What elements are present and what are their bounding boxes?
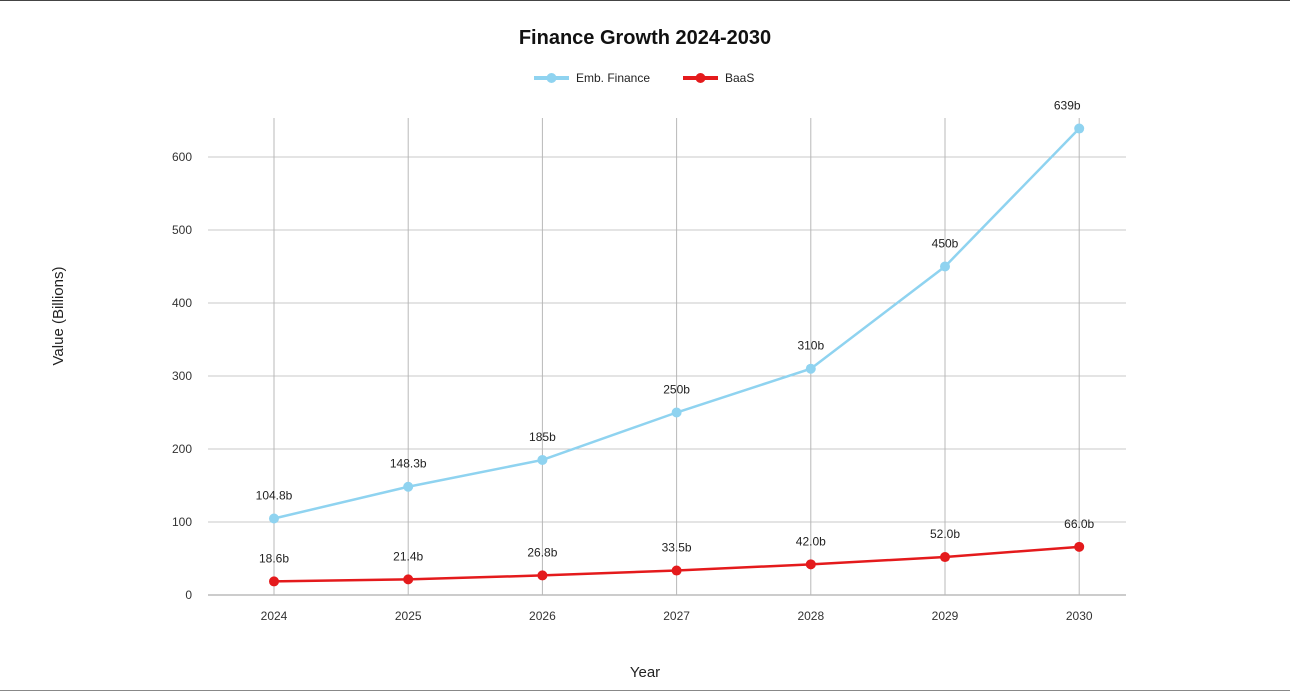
data-point — [269, 513, 279, 524]
data-label: 310b — [797, 339, 824, 353]
y-tick-label: 500 — [172, 223, 192, 237]
data-label: 21.4b — [393, 549, 423, 563]
data-point — [403, 481, 414, 492]
y-tick-label: 200 — [172, 442, 192, 456]
legend-swatch-marker — [695, 73, 706, 83]
series-emb-finance: 104.8b 148.3b 185b 250b 310b 450b 639b — [256, 99, 1085, 524]
x-tick-label: 2027 — [663, 609, 690, 623]
grid: 0 100 200 300 400 500 600 2024 2025 2026 2027 2028 2… — [172, 118, 1126, 623]
y-tick-label: 600 — [172, 150, 192, 164]
legend-label: Emb. Finance — [576, 71, 650, 85]
data-point — [403, 574, 414, 585]
bottom-border — [0, 690, 1290, 691]
data-point — [940, 261, 950, 272]
data-point — [805, 559, 816, 570]
data-point — [1074, 541, 1085, 552]
series-baas: 18.6b 21.4b 26.8b 33.5b 42.0b 52.0b 66.0b — [259, 517, 1095, 587]
data-label: 148.3b — [390, 457, 427, 471]
data-label: 250b — [663, 383, 690, 397]
top-border — [0, 0, 1290, 1]
legend-item: BaaS — [683, 71, 754, 85]
x-tick-label: 2028 — [797, 609, 824, 623]
y-tick-label: 400 — [172, 296, 192, 310]
data-label: 33.5b — [662, 541, 692, 555]
data-label: 185b — [529, 430, 556, 444]
data-label: 66.0b — [1064, 517, 1094, 531]
data-point — [805, 363, 816, 374]
chart-title: Finance Growth 2024-2030 — [519, 27, 771, 49]
data-label: 52.0b — [930, 527, 960, 541]
x-tick-label: 2025 — [395, 609, 422, 623]
data-point — [269, 576, 279, 587]
data-label: 42.0b — [796, 534, 826, 548]
y-axis-label: Value (Billions) — [50, 267, 67, 366]
data-point — [940, 552, 950, 563]
series-group: 104.8b 148.3b 185b 250b 310b 450b 639b 18.6b 21.… — [256, 99, 1095, 587]
data-label: 639b — [1054, 99, 1081, 113]
x-tick-label: 2030 — [1066, 609, 1093, 623]
y-tick-label: 300 — [172, 369, 192, 383]
y-tick-label: 100 — [172, 515, 192, 529]
data-label: 18.6b — [259, 551, 289, 565]
data-point — [671, 407, 682, 418]
data-point — [537, 570, 548, 581]
legend-item: Emb. Finance — [534, 71, 650, 85]
data-point — [671, 565, 682, 576]
legend: Emb. Finance BaaS — [534, 71, 754, 85]
data-label: 104.8b — [256, 488, 293, 502]
data-point — [1074, 123, 1085, 134]
x-tick-label: 2026 — [529, 609, 556, 623]
x-tick-label: 2029 — [932, 609, 959, 623]
legend-label: BaaS — [725, 71, 754, 85]
data-label: 26.8b — [527, 545, 557, 559]
legend-swatch-marker — [546, 73, 557, 83]
data-label: 450b — [932, 237, 959, 251]
data-point — [537, 454, 548, 465]
y-tick-label: 0 — [185, 588, 192, 602]
x-tick-label: 2024 — [261, 609, 288, 623]
x-axis-label: Year — [630, 664, 660, 681]
